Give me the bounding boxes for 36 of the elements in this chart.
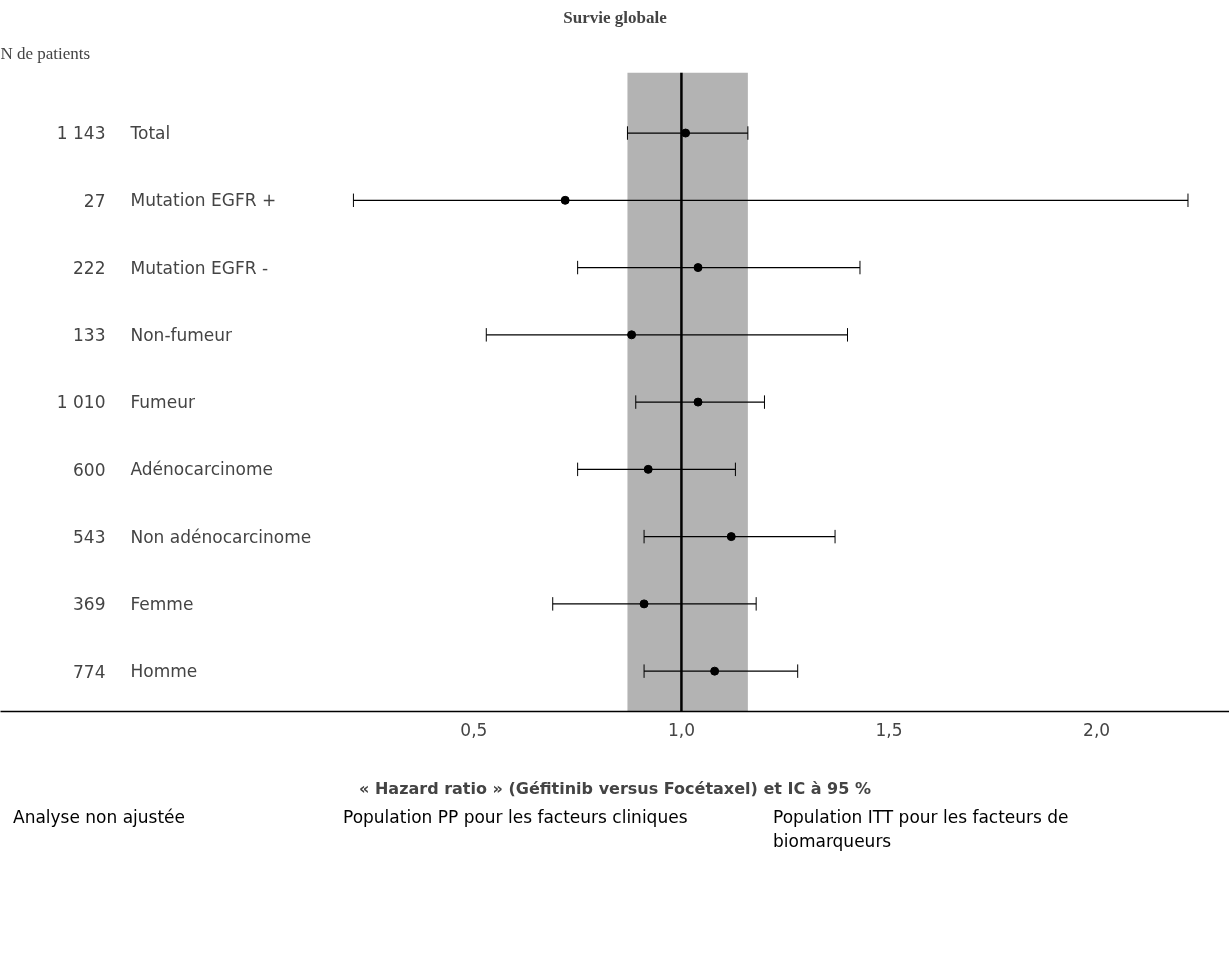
x-tick-label: 1,5 — [875, 719, 903, 740]
x-axis-title: « Hazard ratio » (Géfitinib versus Focétaxel) et IC à 95 % — [359, 778, 871, 798]
point — [627, 330, 637, 340]
chart-title: Survie globale — [563, 7, 668, 27]
text: Population PP pour les facteurs cliniques — [343, 806, 688, 829]
y-tick-label: Fumeur — [130, 392, 195, 413]
point — [560, 195, 570, 205]
y-tick-label: Non-fumeur — [130, 324, 233, 345]
point — [643, 464, 653, 474]
y2-tick-label: 774 — [73, 661, 106, 682]
x-tick-label: 2,0 — [1083, 719, 1111, 740]
y-tick-label: Homme — [130, 661, 198, 682]
x-tick-label: 0,5 — [460, 719, 488, 740]
x-tick-label: 1,0 — [667, 719, 695, 740]
y2-tick-label: 369 — [73, 594, 106, 615]
y-tick-label: Adénocarcinome — [130, 459, 273, 480]
point — [639, 599, 649, 609]
y-tick-label: Non adénocarcinome — [130, 526, 312, 547]
point — [726, 532, 736, 542]
y2-tick-label: 1 010 — [56, 392, 106, 413]
y2-tick-label: 133 — [73, 325, 106, 346]
y-axis-title: N de patients — [0, 43, 91, 63]
y2-tick-label: 1 143 — [56, 123, 106, 144]
point — [693, 397, 703, 407]
text: Population ITT pour les facteurs de biomarqueurs — [773, 806, 1070, 854]
y2-tick-label: 600 — [73, 459, 106, 480]
y-tick-label: Mutation EGFR - — [130, 257, 269, 278]
y2-tick-label: 222 — [73, 258, 106, 279]
text: Analyse non ajustée — [13, 806, 186, 829]
y2-tick-label: 27 — [83, 190, 106, 211]
y-tick-label: Mutation EGFR + — [130, 190, 277, 211]
y-tick-label: Femme — [130, 593, 194, 614]
y-tick-label: Total — [129, 123, 171, 144]
y2-tick-label: 543 — [73, 527, 106, 548]
point — [693, 263, 703, 273]
point — [710, 666, 720, 676]
